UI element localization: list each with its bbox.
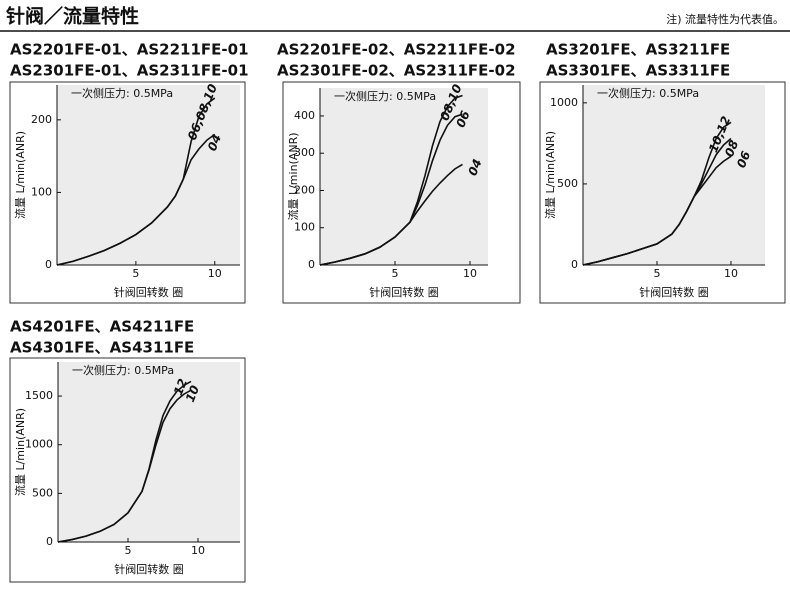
y-tick-label: 0 — [45, 258, 52, 271]
flow-curve — [57, 389, 192, 543]
x-tick-label: 10 — [463, 267, 477, 280]
y-tick-label: 100 — [31, 185, 52, 198]
pressure-note: 一次侧压力: 0.5MPa — [597, 86, 699, 100]
plot-area — [320, 88, 488, 265]
curve-label: 10 — [183, 383, 202, 404]
pressure-note: 一次侧压力: 0.5MPa — [334, 89, 436, 103]
chart-subtitle: AS2301FE-02、AS2311FE-02 — [277, 62, 516, 80]
chart-subtitle: AS3301FE、AS3311FE — [546, 62, 730, 80]
y-axis-label: 流量 L/min(ANR) — [543, 131, 557, 219]
flow-curve — [56, 133, 216, 266]
curve-label: 08 — [722, 138, 741, 159]
chart-title: AS2201FE-01、AS2211FE-01 — [10, 41, 249, 59]
y-tick-label: 300 — [294, 146, 315, 159]
y-tick-label: 0 — [308, 258, 315, 271]
x-tick-label: 5 — [132, 267, 139, 280]
y-axis-label: 流量 L/min(ANR) — [13, 131, 27, 219]
x-tick-label: 5 — [125, 544, 132, 557]
x-tick-label: 5 — [392, 267, 399, 280]
y-tick-label: 1500 — [25, 389, 53, 402]
flow-curve — [319, 163, 463, 266]
chart-title: AS3201FE、AS3211FE — [546, 41, 730, 59]
x-axis-label: 针阀回转数 圈 — [369, 285, 439, 299]
pressure-note: 一次侧压力: 0.5MPa — [72, 363, 174, 377]
plot-area — [57, 85, 240, 265]
header-note: 注) 流量特性为代表值。 — [666, 12, 784, 26]
x-tick-label: 10 — [191, 544, 205, 557]
curve-label: 12 — [171, 377, 190, 398]
y-tick-label: 500 — [32, 486, 53, 499]
y-tick-label: 200 — [294, 183, 315, 196]
y-tick-label: 0 — [46, 535, 53, 548]
x-tick-label: 10 — [208, 267, 222, 280]
y-tick-label: 100 — [294, 221, 315, 234]
chart-subtitle: AS2301FE-01、AS2311FE-01 — [10, 62, 249, 80]
pressure-note: 一次侧压力: 0.5MPa — [71, 86, 173, 100]
y-tick-label: 200 — [31, 113, 52, 126]
curve-label: 04 — [465, 157, 484, 178]
y-tick-label: 0 — [571, 258, 578, 271]
y-axis-label: 流量 L/min(ANR) — [286, 132, 300, 220]
plot-area — [583, 85, 765, 265]
y-tick-label: 500 — [557, 177, 578, 190]
chart-title: AS2201FE-02、AS2211FE-02 — [277, 41, 516, 59]
chart-subtitle: AS4301FE、AS4311FE — [10, 339, 194, 357]
x-axis-label: 针阀回转数 圈 — [114, 562, 184, 576]
y-tick-label: 400 — [294, 109, 315, 122]
x-axis-label: 针阀回转数 圈 — [639, 285, 709, 299]
x-axis-label: 针阀回转数 圈 — [114, 285, 184, 299]
flow-curve — [582, 155, 732, 266]
y-tick-label: 1000 — [550, 96, 578, 109]
x-tick-label: 5 — [653, 267, 660, 280]
plot-area — [58, 362, 240, 542]
curve-label: 04 — [205, 132, 224, 153]
y-tick-label: 1000 — [25, 438, 53, 451]
y-axis-label: 流量 L/min(ANR) — [13, 408, 27, 496]
curve-label: 06 — [453, 109, 472, 130]
x-tick-label: 10 — [724, 267, 738, 280]
chart-title: AS4201FE、AS4211FE — [10, 318, 194, 336]
curve-label: 06 — [734, 149, 753, 170]
page-title: 针阀／流量特性 — [6, 5, 139, 28]
